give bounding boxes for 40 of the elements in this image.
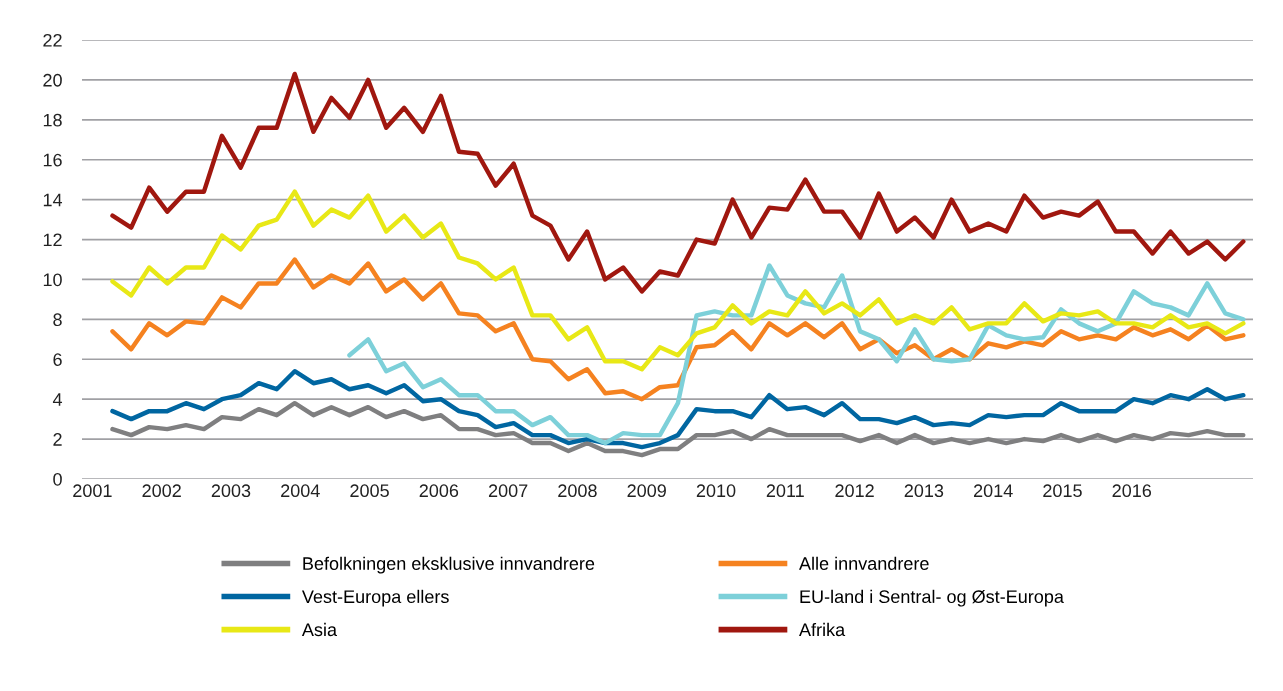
y-tick-label: 16 — [43, 153, 62, 167]
x-tick-label: 2003 — [211, 484, 251, 498]
y-tick-label: 22 — [43, 33, 62, 47]
x-tick-label: 2008 — [558, 484, 597, 498]
legend-label: Befolkningen eksklusive innvandrere — [303, 556, 595, 574]
legend-label: Asia — [301, 622, 338, 637]
x-tick-label: 2014 — [973, 484, 1013, 498]
y-tick-label: 2 — [53, 433, 62, 446]
x-tick-label: 2012 — [835, 484, 874, 498]
x-tick-label: 2010 — [696, 484, 736, 498]
line-series — [110, 71, 1246, 294]
legend-label: Alle innvandrere — [799, 556, 929, 570]
line-series — [110, 189, 1246, 372]
legend-label: Afrika — [799, 622, 846, 637]
y-tick-label: 14 — [43, 193, 63, 207]
x-tick-label: 2002 — [142, 484, 181, 498]
line-series — [110, 400, 1246, 458]
x-tick-label: 2005 — [350, 484, 389, 498]
x-tick-label: 2015 — [1043, 484, 1082, 498]
line-series — [347, 263, 1246, 446]
x-tick-label: 2006 — [419, 484, 459, 498]
x-tick-label: 2004 — [281, 484, 320, 498]
x-tick-label: 2009 — [627, 484, 666, 498]
y-tick-label: 4 — [52, 393, 63, 406]
y-tick-label: 6 — [53, 353, 62, 366]
y-tick-label: 20 — [43, 73, 62, 87]
y-tick-label: 0 — [53, 472, 62, 486]
x-tick-label: 2001 — [73, 484, 112, 498]
y-tick-label: 8 — [53, 313, 62, 327]
x-tick-label: 2011 — [766, 484, 804, 498]
x-tick-label: 2013 — [904, 484, 944, 498]
line-series — [110, 257, 1246, 402]
x-tick-label: 2016 — [1112, 484, 1152, 498]
line-series — [110, 369, 1246, 450]
y-tick-label: 12 — [43, 233, 62, 247]
legend-label: EU-land i Sentral- og Øst-Europa — [800, 589, 1064, 607]
x-tick-label: 2007 — [488, 484, 528, 498]
y-tick-label: 10 — [43, 273, 62, 287]
legend-label: Vest-Europa ellers — [301, 589, 449, 607]
y-tick-label: 18 — [43, 113, 62, 127]
